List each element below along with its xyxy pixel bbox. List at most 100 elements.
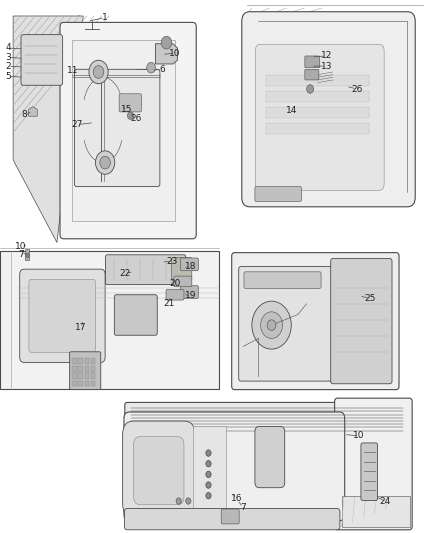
- Bar: [78, 366, 83, 372]
- Circle shape: [127, 112, 134, 119]
- Text: 8: 8: [21, 110, 27, 118]
- FancyBboxPatch shape: [244, 272, 321, 288]
- Bar: [85, 366, 89, 372]
- Circle shape: [206, 471, 211, 478]
- Bar: [91, 366, 95, 372]
- FancyBboxPatch shape: [166, 289, 184, 300]
- Polygon shape: [0, 251, 219, 389]
- Circle shape: [95, 151, 115, 174]
- Text: 25: 25: [364, 294, 376, 303]
- FancyBboxPatch shape: [124, 412, 345, 521]
- Circle shape: [261, 312, 283, 338]
- Circle shape: [252, 301, 291, 349]
- FancyBboxPatch shape: [335, 398, 412, 530]
- Circle shape: [206, 482, 211, 488]
- FancyBboxPatch shape: [119, 94, 141, 112]
- Text: 13: 13: [321, 62, 332, 70]
- Text: 10: 10: [353, 432, 365, 440]
- FancyBboxPatch shape: [74, 69, 160, 187]
- Polygon shape: [13, 16, 83, 243]
- FancyBboxPatch shape: [174, 276, 192, 287]
- Text: 3: 3: [5, 53, 11, 61]
- FancyBboxPatch shape: [106, 255, 186, 285]
- Circle shape: [186, 498, 191, 504]
- Bar: [72, 366, 77, 372]
- Text: 11: 11: [67, 66, 78, 75]
- FancyBboxPatch shape: [180, 286, 198, 298]
- Text: 7: 7: [240, 503, 246, 512]
- Text: 21: 21: [163, 300, 174, 308]
- FancyBboxPatch shape: [60, 22, 196, 239]
- FancyBboxPatch shape: [114, 295, 157, 335]
- Circle shape: [147, 62, 155, 73]
- Bar: [85, 373, 89, 379]
- FancyBboxPatch shape: [125, 402, 410, 441]
- FancyBboxPatch shape: [123, 421, 195, 517]
- Circle shape: [176, 498, 181, 504]
- Text: 16: 16: [231, 494, 242, 503]
- Text: 19: 19: [185, 292, 196, 300]
- Bar: [266, 91, 369, 102]
- Bar: [85, 381, 89, 386]
- FancyBboxPatch shape: [20, 269, 105, 362]
- FancyBboxPatch shape: [134, 437, 184, 505]
- Text: 27: 27: [71, 120, 82, 129]
- Bar: [91, 373, 95, 379]
- Bar: [85, 358, 89, 364]
- Text: 2: 2: [5, 62, 11, 70]
- Text: 7: 7: [18, 250, 24, 259]
- Text: 17: 17: [75, 324, 87, 332]
- Text: 10: 10: [15, 242, 27, 251]
- Bar: [72, 40, 175, 221]
- Circle shape: [161, 36, 172, 49]
- Text: 14: 14: [286, 106, 297, 115]
- Text: 15: 15: [121, 105, 133, 114]
- Text: 1: 1: [102, 13, 108, 22]
- Bar: [91, 381, 95, 386]
- Polygon shape: [342, 496, 410, 527]
- Circle shape: [307, 85, 314, 93]
- Circle shape: [93, 66, 104, 78]
- FancyBboxPatch shape: [21, 35, 63, 85]
- Bar: [78, 373, 83, 379]
- Text: 24: 24: [380, 497, 391, 505]
- Bar: [72, 373, 77, 379]
- FancyBboxPatch shape: [331, 259, 392, 384]
- Bar: [78, 358, 83, 364]
- FancyBboxPatch shape: [232, 253, 399, 390]
- Text: 18: 18: [185, 262, 196, 271]
- Circle shape: [267, 320, 276, 330]
- FancyBboxPatch shape: [29, 279, 95, 352]
- FancyBboxPatch shape: [305, 69, 319, 80]
- Circle shape: [206, 492, 211, 499]
- Text: 26: 26: [351, 85, 363, 93]
- Text: 5: 5: [5, 72, 11, 80]
- Bar: [266, 123, 369, 134]
- Text: 23: 23: [166, 257, 178, 265]
- Bar: [91, 358, 95, 364]
- FancyBboxPatch shape: [239, 266, 333, 381]
- Bar: [193, 426, 226, 511]
- Text: 12: 12: [321, 52, 332, 60]
- Circle shape: [206, 461, 211, 467]
- Polygon shape: [28, 107, 37, 116]
- FancyBboxPatch shape: [70, 352, 101, 390]
- Bar: [266, 75, 369, 86]
- FancyBboxPatch shape: [361, 443, 378, 500]
- Bar: [72, 358, 77, 364]
- Bar: [72, 381, 77, 386]
- Text: 20: 20: [170, 279, 181, 288]
- Circle shape: [89, 60, 108, 84]
- FancyBboxPatch shape: [242, 12, 415, 207]
- FancyBboxPatch shape: [172, 257, 192, 281]
- Circle shape: [206, 450, 211, 456]
- Bar: [266, 107, 369, 118]
- FancyBboxPatch shape: [221, 509, 239, 524]
- Text: 26: 26: [130, 114, 141, 123]
- FancyBboxPatch shape: [180, 258, 198, 271]
- FancyBboxPatch shape: [255, 187, 301, 201]
- Polygon shape: [25, 249, 29, 260]
- Bar: [78, 381, 83, 386]
- Text: 6: 6: [159, 65, 165, 74]
- FancyBboxPatch shape: [255, 44, 384, 190]
